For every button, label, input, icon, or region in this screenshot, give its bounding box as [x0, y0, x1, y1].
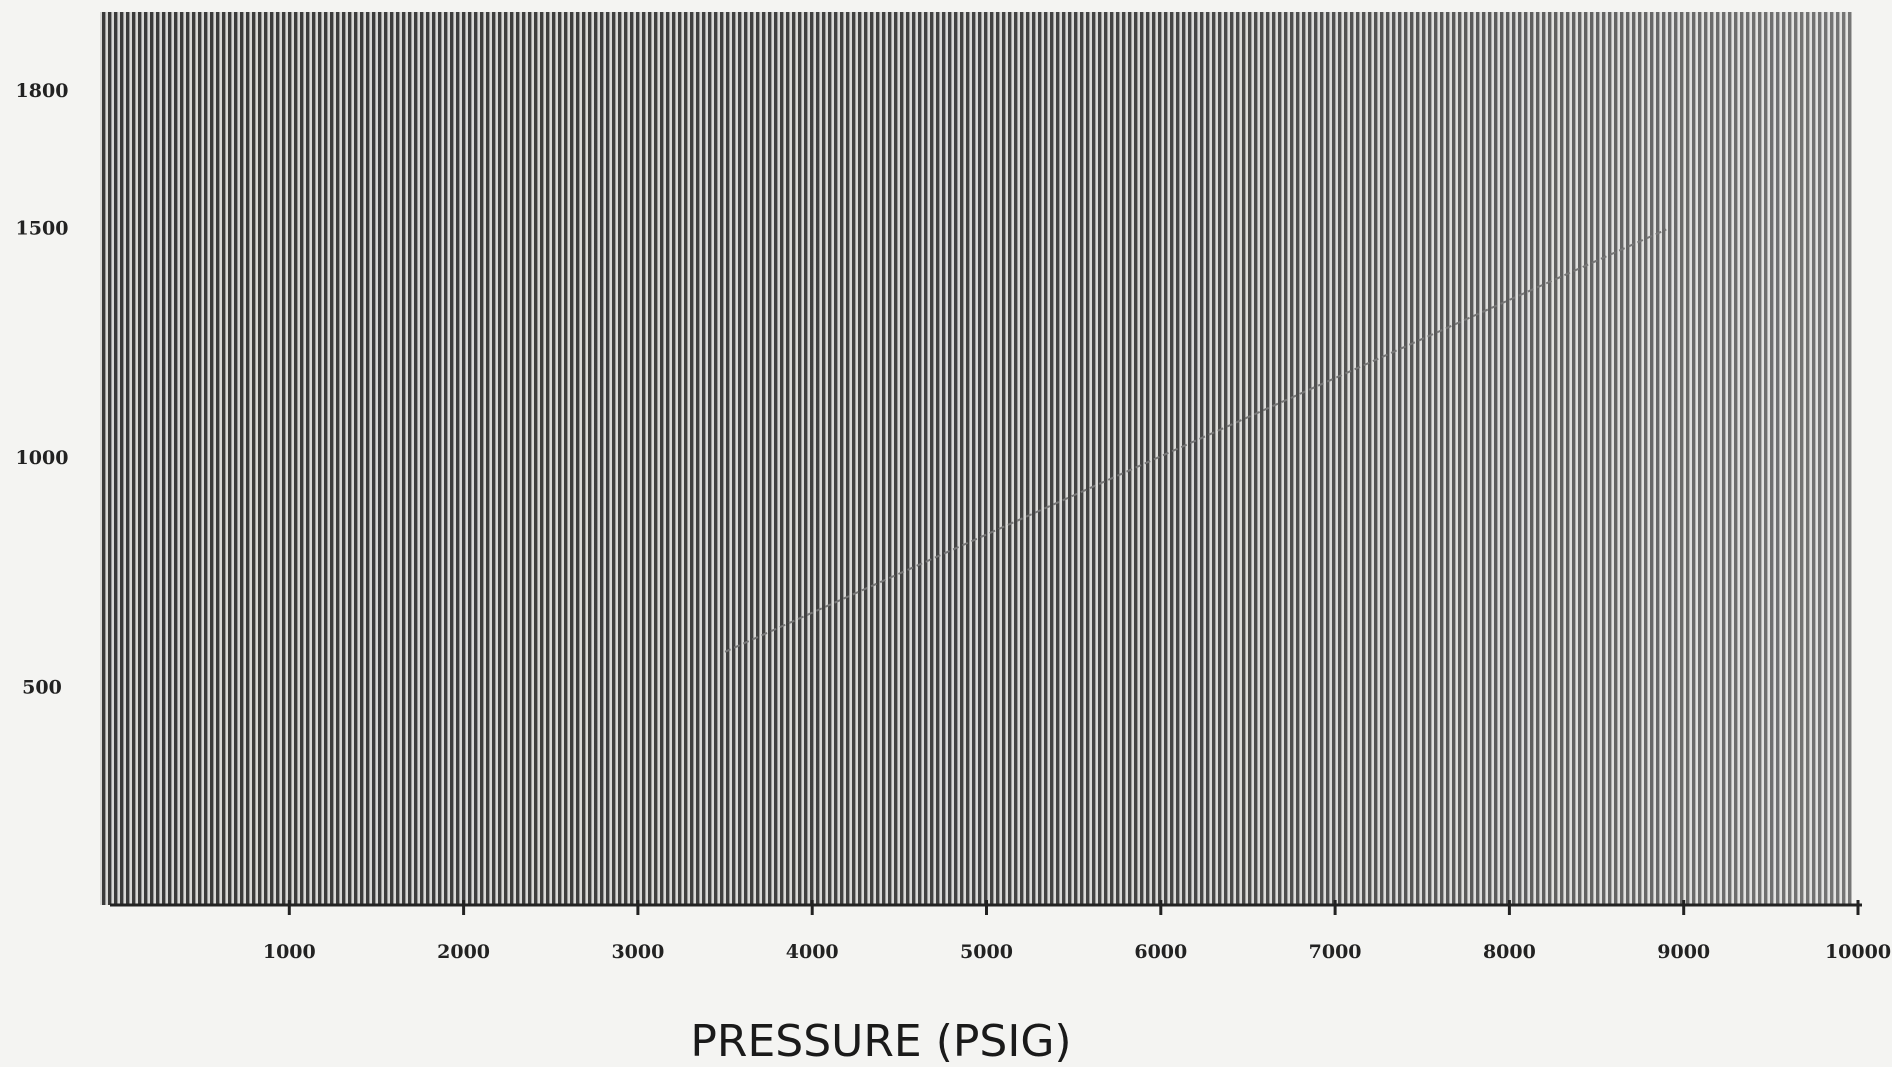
plot-shade	[100, 12, 1852, 905]
x-tick-label: 1000	[263, 941, 316, 963]
x-tick-label: 10000	[1825, 941, 1891, 963]
x-tick-label: 9000	[1657, 941, 1710, 963]
x-tick-label: 2000	[437, 941, 490, 963]
y-tick-label: 1000	[16, 447, 69, 469]
x-tick-label: 4000	[786, 941, 839, 963]
y-tick-label: 1500	[16, 218, 69, 240]
y-tick-label: 1800	[16, 80, 69, 102]
x-tick-label: 6000	[1134, 941, 1187, 963]
x-tick-label: 3000	[611, 941, 664, 963]
x-axis-label: PRESSURE (PSIG)	[690, 1016, 1071, 1067]
data-line	[724, 228, 1667, 653]
y-tick-label: 500	[22, 677, 62, 699]
x-tick-label: 8000	[1483, 941, 1536, 963]
x-tick-label: 5000	[960, 941, 1013, 963]
x-tick-label: 7000	[1309, 941, 1362, 963]
